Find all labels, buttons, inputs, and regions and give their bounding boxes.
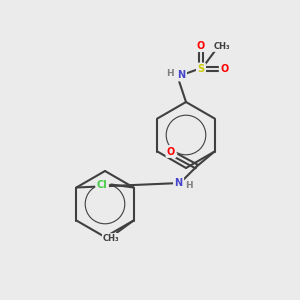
Text: N: N xyxy=(175,178,183,188)
Text: H: H xyxy=(166,69,173,78)
Text: CH₃: CH₃ xyxy=(214,42,230,51)
Text: Cl: Cl xyxy=(97,179,107,190)
Text: H: H xyxy=(185,182,193,190)
Text: O: O xyxy=(167,146,175,157)
Text: O: O xyxy=(220,64,229,74)
Text: N: N xyxy=(177,70,186,80)
Text: CH₃: CH₃ xyxy=(103,234,119,243)
Text: O: O xyxy=(197,40,205,51)
Text: S: S xyxy=(197,64,205,74)
